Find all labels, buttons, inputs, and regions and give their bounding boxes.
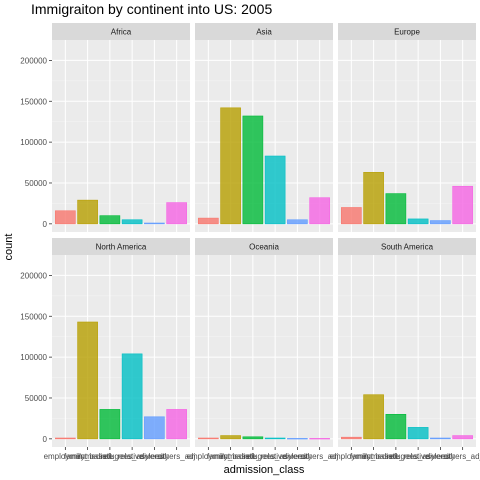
y-tick-label: 150000 bbox=[20, 312, 47, 321]
bar-africa-diversity bbox=[144, 222, 165, 225]
y-axis-title: count bbox=[3, 234, 15, 261]
bar-africa-others bbox=[166, 202, 187, 225]
bar-oceania-diversity bbox=[287, 438, 308, 440]
facet-strip-europe bbox=[338, 23, 476, 40]
bar-north-america-employment bbox=[55, 437, 76, 440]
bar-europe-family_based bbox=[363, 172, 384, 225]
facet-label-asia: Asia bbox=[256, 28, 272, 37]
bar-asia-employment bbox=[198, 217, 219, 225]
facet-strip-africa bbox=[52, 23, 190, 40]
facet-strip-south-america bbox=[338, 238, 476, 255]
x-tick-label-employment: employment bbox=[44, 452, 88, 461]
y-tick-label: 200000 bbox=[20, 56, 47, 65]
bar-oceania-family_based bbox=[220, 435, 241, 440]
x-tick-label-family_based: family_based bbox=[207, 452, 254, 461]
x-tick-label-immediate_relative: immediate_relative bbox=[219, 452, 287, 461]
bar-africa-employment bbox=[55, 210, 76, 225]
x-tick-label-diversity: diversity bbox=[426, 452, 455, 461]
bar-north-america-family_based bbox=[77, 321, 98, 440]
facet-strip-oceania bbox=[195, 238, 333, 255]
x-tick-label-immediate_relative: immediate_relative bbox=[76, 452, 144, 461]
chart-title: Immigraiton by continent into US: 2005 bbox=[31, 1, 273, 17]
bar-south-america-diversity bbox=[430, 437, 451, 440]
panel-background-oceania bbox=[195, 255, 333, 447]
facet-label-north-america: North America bbox=[96, 243, 147, 252]
facet-label-africa: Africa bbox=[111, 28, 132, 37]
x-tick-label-others: others_adj bbox=[158, 452, 196, 461]
x-tick-label-others: others_adj bbox=[301, 452, 339, 461]
x-tick-label-others: others_adj bbox=[444, 452, 480, 461]
bar-europe-others bbox=[452, 185, 473, 225]
bar-north-america-others bbox=[166, 409, 187, 440]
y-tick-label: 50000 bbox=[25, 394, 48, 403]
x-tick-label-diversity: diversity bbox=[283, 452, 312, 461]
facet-strip-north-america bbox=[52, 238, 190, 255]
panel-background-africa bbox=[52, 40, 190, 232]
bar-asia-immediate_relative bbox=[242, 115, 264, 225]
y-tick-label: 200000 bbox=[20, 271, 47, 280]
bar-europe-diversity bbox=[430, 220, 451, 225]
bar-asia-family_based bbox=[220, 107, 241, 225]
bar-oceania-employment bbox=[198, 437, 219, 440]
x-tick-label-employment: employment bbox=[187, 452, 231, 461]
y-tick-label: 100000 bbox=[20, 138, 47, 147]
y-tick-label: 150000 bbox=[20, 97, 47, 106]
bar-oceania-refugees_asylees bbox=[264, 437, 286, 440]
bar-north-america-immediate_relative bbox=[99, 409, 121, 440]
bar-asia-diversity bbox=[287, 219, 308, 225]
y-tick-label: 50000 bbox=[25, 179, 48, 188]
facet-label-south-america: South America bbox=[381, 243, 434, 252]
y-tick-label: 100000 bbox=[20, 353, 47, 362]
x-tick-label-family_based: family_based bbox=[64, 452, 111, 461]
facet-label-oceania: Oceania bbox=[249, 243, 279, 252]
bar-africa-immediate_relative bbox=[99, 215, 121, 225]
panel-background-south-america bbox=[338, 255, 476, 447]
bar-north-america-diversity bbox=[144, 416, 165, 440]
bar-europe-employment bbox=[341, 207, 362, 225]
bar-asia-refugees_asylees bbox=[264, 155, 286, 225]
bar-south-america-refugees_asylees bbox=[407, 427, 429, 440]
x-tick-label-refugees_asylees: refugees_asylees bbox=[387, 452, 450, 461]
facet-strip-asia bbox=[195, 23, 333, 40]
bar-africa-refugees_asylees bbox=[121, 219, 143, 225]
bar-europe-refugees_asylees bbox=[407, 218, 429, 225]
bar-europe-immediate_relative bbox=[385, 193, 407, 225]
y-tick-label: 0 bbox=[43, 435, 48, 444]
bar-oceania-others bbox=[309, 438, 330, 440]
facet-label-europe: Europe bbox=[394, 28, 420, 37]
bar-oceania-immediate_relative bbox=[242, 436, 264, 440]
bar-asia-others bbox=[309, 197, 330, 225]
bar-south-america-others bbox=[452, 435, 473, 440]
x-tick-label-refugees_asylees: refugees_asylees bbox=[101, 452, 164, 461]
x-axis-title: admission_class bbox=[224, 464, 305, 476]
bar-south-america-immediate_relative bbox=[385, 414, 407, 440]
x-tick-label-employment: employment bbox=[330, 452, 374, 461]
bar-africa-family_based bbox=[77, 199, 98, 225]
x-tick-label-immediate_relative: immediate_relative bbox=[362, 452, 430, 461]
x-tick-label-family_based: family_based bbox=[350, 452, 397, 461]
x-tick-label-refugees_asylees: refugees_asylees bbox=[244, 452, 307, 461]
bar-south-america-family_based bbox=[363, 394, 384, 440]
bar-south-america-employment bbox=[341, 436, 362, 440]
y-tick-label: 0 bbox=[43, 220, 48, 229]
x-tick-label-diversity: diversity bbox=[140, 452, 169, 461]
bar-north-america-refugees_asylees bbox=[121, 353, 143, 440]
